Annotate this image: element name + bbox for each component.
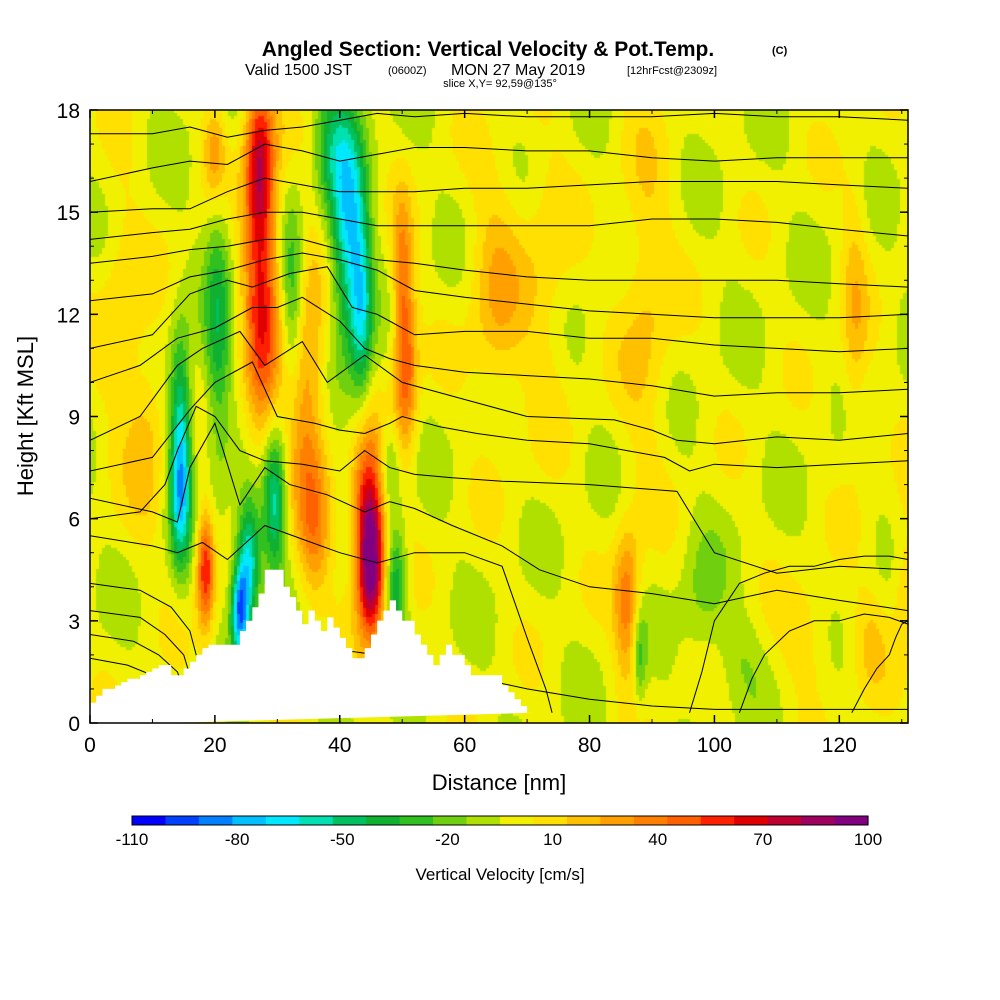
colorbar-swatch bbox=[801, 816, 836, 825]
isentrope-line bbox=[90, 177, 908, 213]
colorbar-swatch bbox=[366, 816, 401, 825]
colorbar-tick-label: -50 bbox=[330, 830, 355, 849]
isentrope-line bbox=[90, 266, 908, 353]
y-tick-label: 9 bbox=[68, 407, 80, 430]
isentrope-line bbox=[90, 296, 908, 397]
isentrope-line bbox=[90, 211, 908, 240]
x-tick-label: 20 bbox=[203, 734, 226, 757]
isentrope-line bbox=[689, 555, 908, 713]
x-axis: 0 20 40 60 80 100 120 bbox=[84, 110, 903, 757]
colorbar-swatch bbox=[198, 816, 233, 825]
y-tick-label: 0 bbox=[68, 713, 80, 736]
colorbar-swatch bbox=[566, 816, 601, 825]
colorbar-tick-label: 70 bbox=[753, 830, 772, 849]
x-tick-label: 120 bbox=[822, 734, 857, 757]
isentrope-line bbox=[90, 143, 908, 182]
x-tick-label: 80 bbox=[578, 734, 601, 757]
isentrope-line bbox=[90, 610, 191, 676]
subtitle-forecast: [12hrFcst@2309z] bbox=[627, 65, 717, 77]
colorbar-frame bbox=[131, 815, 869, 826]
colorbar-swatch bbox=[834, 816, 869, 825]
isentrope-line bbox=[90, 361, 908, 472]
colorbar-tick-label: -110 bbox=[116, 830, 149, 849]
isentrope-line bbox=[90, 330, 908, 445]
plot-area bbox=[90, 110, 908, 723]
x-tick-label: 60 bbox=[453, 734, 476, 757]
colorbar-tick-label: -20 bbox=[435, 830, 460, 849]
colorbar-tick-label: 40 bbox=[648, 830, 667, 849]
colorbar-swatch bbox=[132, 816, 167, 825]
chart-title: Angled Section: Vertical Velocity & Pot.… bbox=[262, 38, 714, 61]
y-tick-label: 18 bbox=[57, 100, 80, 123]
colorbar: -110 -80 -50 -20 10 40 70 100 bbox=[116, 815, 882, 849]
y-tick-label: 6 bbox=[68, 509, 80, 532]
colorbar-swatch bbox=[332, 816, 367, 825]
subtitle-utc: (0600Z) bbox=[388, 65, 427, 77]
subtitle-valid: Valid 1500 JST bbox=[245, 62, 353, 79]
colorbar-label: Vertical Velocity [cm/s] bbox=[415, 865, 584, 884]
isentrope-line bbox=[851, 620, 908, 714]
colorbar-swatch bbox=[600, 816, 635, 825]
colorbar-swatch bbox=[767, 816, 802, 825]
y-axis-label: Height [Kft MSL] bbox=[13, 336, 38, 496]
chart-subtitle: Valid 1500 JST (0600Z) MON 27 May 2019 [… bbox=[245, 62, 717, 79]
x-tick-label: 40 bbox=[328, 734, 351, 757]
x-axis-label: Distance [nm] bbox=[432, 770, 567, 795]
x-tick-label: 0 bbox=[84, 734, 96, 757]
isentrope-line bbox=[90, 405, 908, 574]
colorbar-swatch bbox=[433, 816, 468, 825]
isentrope-line bbox=[738, 613, 908, 713]
colorbar-swatch bbox=[466, 816, 501, 825]
y-axis: 0 3 6 9 12 15 18 bbox=[57, 100, 908, 736]
colorbar-swatch bbox=[500, 816, 535, 825]
subtitle-date: MON 27 May 2019 bbox=[451, 62, 585, 79]
isentrope-line bbox=[90, 524, 553, 713]
isentrope-line bbox=[90, 252, 908, 319]
terrain-mask bbox=[90, 569, 534, 723]
colorbar-swatch bbox=[633, 816, 668, 825]
colorbar-swatch bbox=[734, 816, 769, 825]
colorbar-tick-label: 10 bbox=[543, 830, 562, 849]
x-tick-label: 100 bbox=[697, 734, 732, 757]
colorbar-tick-label: 100 bbox=[854, 830, 882, 849]
slice-info: slice X,Y= 92,59@135° bbox=[443, 78, 557, 90]
y-tick-label: 15 bbox=[57, 202, 80, 225]
chart-title-suffix: (C) bbox=[772, 45, 788, 57]
colorbar-tick-label: -80 bbox=[225, 830, 250, 849]
isentrope-line bbox=[90, 112, 908, 138]
colorbar-swatch bbox=[533, 816, 568, 825]
colorbar-swatch bbox=[700, 816, 735, 825]
potential-temperature-contours bbox=[90, 112, 908, 714]
colorbar-swatch bbox=[399, 816, 434, 825]
isentrope-line bbox=[90, 422, 908, 612]
colorbar-swatch bbox=[299, 816, 334, 825]
colorbar-swatch bbox=[667, 816, 702, 825]
colorbar-swatch bbox=[165, 816, 200, 825]
isentrope-line bbox=[90, 238, 908, 288]
colorbar-swatch bbox=[265, 816, 300, 825]
y-tick-label: 3 bbox=[68, 611, 80, 634]
colorbar-swatch bbox=[232, 816, 267, 825]
y-tick-label: 12 bbox=[57, 304, 80, 327]
vertical-velocity-field bbox=[90, 110, 908, 723]
